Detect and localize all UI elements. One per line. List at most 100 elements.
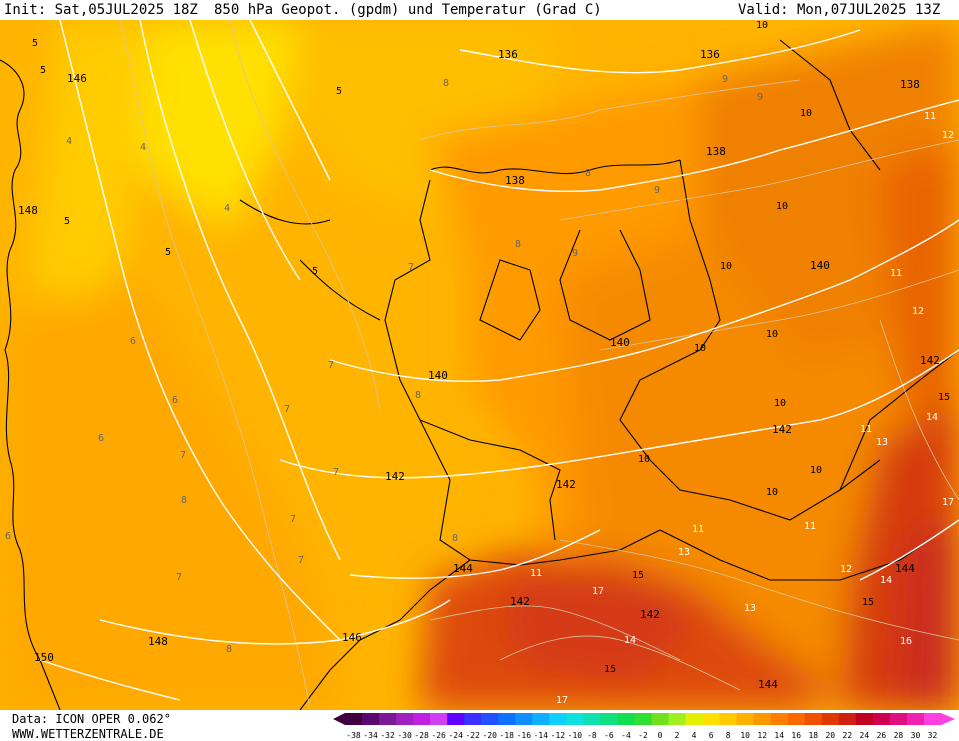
legend-swatch (532, 713, 550, 725)
borders (0, 39, 959, 710)
geopotential-label: 140 (810, 259, 830, 272)
temperature-label: 9 (722, 74, 728, 85)
legend-swatch (583, 713, 601, 725)
temperature-label: 4 (224, 203, 230, 214)
geopotential-label: 146 (342, 631, 362, 644)
legend-tick-label: -10 (568, 731, 583, 740)
temperature-label: 11 (530, 568, 542, 579)
isotherms (119, 20, 959, 710)
temperature-label: 6 (130, 336, 136, 347)
legend-swatch (498, 713, 516, 725)
temperature-label: 12 (942, 130, 954, 141)
legend-tick-label: -30 (397, 731, 412, 740)
map-title: 850 hPa Geopot. (gpdm) und Temperatur (G… (214, 2, 602, 18)
temperature-label: 8 (443, 78, 449, 89)
temperature-label: 6 (172, 395, 178, 406)
legend-tick-label: 16 (791, 731, 801, 740)
temperature-label: 14 (880, 575, 892, 586)
temperature-label: 12 (840, 564, 852, 575)
geopotential-label: 144 (453, 562, 473, 575)
legend-tick-label: -16 (517, 731, 532, 740)
geopotential-label: 138 (505, 174, 525, 187)
temperature-label: 11 (924, 111, 936, 122)
temperature-label: 7 (298, 555, 304, 566)
legend-swatch (515, 713, 533, 725)
geopotential-label: 142 (640, 608, 660, 621)
temperature-label: 7 (176, 572, 182, 583)
legend-swatch (685, 713, 704, 725)
legend-swatch (821, 713, 840, 725)
temperature-label: 15 (632, 570, 644, 581)
temperature-label: 5 (40, 65, 46, 76)
geopotential-label: 142 (510, 595, 530, 608)
geopotential-label: 140 (428, 369, 448, 382)
legend-tick-label: 18 (808, 731, 818, 740)
temperature-label: 11 (804, 521, 816, 532)
legend-tick-label: 2 (675, 731, 680, 740)
temperature-label: 12 (912, 306, 924, 317)
temperature-label: 17 (942, 497, 954, 508)
temperature-label: 4 (140, 142, 146, 153)
legend-swatch (362, 713, 380, 725)
temperature-label: 10 (720, 261, 732, 272)
legend-tick-label: -6 (604, 731, 614, 740)
legend-swatch (430, 713, 448, 725)
legend-swatch (634, 713, 653, 725)
geopotential-label: 142 (385, 470, 405, 483)
temperature-label: 5 (336, 86, 342, 97)
legend-swatch (804, 713, 823, 725)
legend-swatch (889, 713, 908, 725)
temperature-label: 10 (800, 108, 812, 119)
temperature-label: 5 (312, 266, 318, 277)
temperature-label: 13 (876, 437, 888, 448)
legend-swatch (464, 713, 482, 725)
geopotential-label: 148 (18, 204, 38, 217)
temperature-label: 7 (180, 450, 186, 461)
temperature-label: 17 (556, 695, 568, 706)
legend-tick-label: -28 (414, 731, 429, 740)
legend-tick-label: -8 (587, 731, 597, 740)
temperature-label: 16 (900, 636, 912, 647)
legend-arrow-right (941, 713, 955, 725)
temperature-label: 13 (678, 547, 690, 558)
legend-tick-label: -20 (483, 731, 498, 740)
legend-tick-label: -4 (621, 731, 631, 740)
temperature-label: 10 (766, 487, 778, 498)
temperature-label: 7 (408, 262, 414, 273)
geopotential-label: 144 (895, 562, 915, 575)
temperature-label: 14 (926, 412, 938, 423)
temperature-label: 7 (290, 514, 296, 525)
legend-tick-label: -12 (551, 731, 566, 740)
legend-swatch (787, 713, 806, 725)
legend-swatch (719, 713, 738, 725)
temperature-label: 15 (862, 597, 874, 608)
temperature-label: 11 (692, 524, 704, 535)
legend-tick-label: -22 (465, 731, 480, 740)
legend-swatch (668, 713, 687, 725)
geopotential-label: 146 (67, 72, 87, 85)
geopotential-label: 138 (706, 145, 726, 158)
geopotential-label: 142 (556, 478, 576, 491)
map-header: Init: Sat,05JUL2025 18Z 850 hPa Geopot. … (0, 0, 959, 20)
legend-tick-label: 12 (757, 731, 767, 740)
legend-swatch (379, 713, 397, 725)
legend-swatch (566, 713, 584, 725)
temperature-label: 15 (604, 664, 616, 675)
legend-swatch (702, 713, 721, 725)
legend-swatch (651, 713, 670, 725)
legend-swatch (396, 713, 414, 725)
temperature-field (0, 20, 959, 710)
legend-tick-label: -18 (500, 731, 515, 740)
geopotential-label: 142 (920, 354, 940, 367)
legend-tick-label: -14 (534, 731, 549, 740)
temperature-label: 6 (5, 531, 11, 542)
temperature-label: 9 (654, 185, 660, 196)
temperature-label: 9 (757, 92, 763, 103)
legend-arrow-left (333, 713, 345, 725)
temperature-label: 8 (415, 390, 421, 401)
temperature-label: 6 (98, 433, 104, 444)
temperature-label: 5 (165, 247, 171, 258)
data-source-label: Data: ICON OPER 0.062° (12, 712, 171, 726)
temperature-label: 7 (284, 404, 290, 415)
legend-tick-label: 30 (911, 731, 921, 740)
